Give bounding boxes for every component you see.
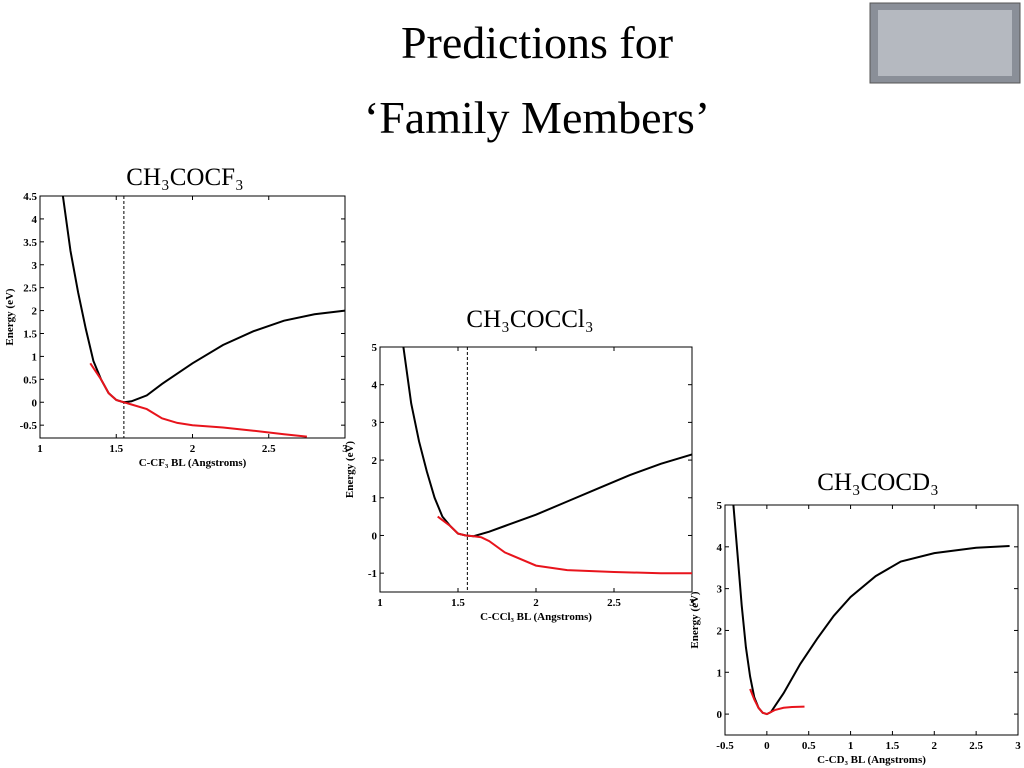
data-line: [437, 515, 692, 575]
slide-title: Predictions for: [401, 17, 673, 68]
x-tick-label: 2.5: [262, 443, 276, 455]
x-axis-label: C-CD₃ BL (Angstroms): [817, 754, 926, 766]
y-axis-label: Energy (eV): [689, 591, 701, 648]
x-tick-label: 2.5: [969, 740, 983, 752]
y-tick-label: 2.5: [23, 283, 37, 295]
x-axis-label: C-CF₃ BL (Angstroms): [139, 457, 247, 469]
y-tick-label: 0: [717, 709, 723, 721]
x-tick-label: 1.5: [451, 597, 465, 609]
y-tick-label: 4: [717, 542, 723, 554]
logo: [869, 2, 1021, 84]
y-tick-label: 2: [32, 306, 38, 318]
y-axis-label: Energy (eV): [344, 441, 356, 498]
y-axis-label: Energy (eV): [4, 288, 16, 345]
y-tick-label: 3: [372, 417, 378, 429]
x-tick-label: 1.5: [886, 740, 900, 752]
y-tick-label: 5: [372, 342, 378, 354]
y-tick-label: 1: [717, 667, 723, 679]
y-tick-label: -1: [368, 568, 377, 580]
data-line: [61, 195, 346, 404]
x-axis-label: C-CCl₃ BL (Angstroms): [480, 611, 592, 623]
y-tick-label: 1.5: [23, 329, 37, 341]
chart-title: CH₃COCF₃: [126, 164, 243, 191]
x-tick-label: 1: [377, 597, 383, 609]
x-tick-label: 0: [764, 740, 770, 752]
x-tick-label: 1: [37, 443, 43, 455]
x-tick-label: 2: [932, 740, 938, 752]
y-tick-label: 4: [32, 214, 38, 226]
y-tick-label: 3.5: [23, 237, 37, 249]
x-tick-label: -0.5: [716, 740, 734, 752]
y-tick-label: 0: [372, 530, 378, 542]
y-tick-label: 1: [372, 493, 378, 505]
y-tick-label: 5: [717, 500, 723, 512]
x-tick-label: 3: [689, 597, 695, 609]
x-tick-label: 2: [190, 443, 196, 455]
slide-title: ‘Family Members’: [364, 92, 710, 143]
y-tick-label: 4.5: [23, 191, 37, 203]
chart-title: CH₃COCD₃: [817, 469, 939, 496]
y-tick-label: -0.5: [20, 420, 38, 432]
y-tick-label: 3: [32, 260, 38, 272]
x-tick-label: 1: [848, 740, 854, 752]
x-tick-label: 2: [533, 597, 539, 609]
x-tick-label: 0.5: [802, 740, 816, 752]
data-line: [749, 688, 805, 716]
chart-title: CH₃COCCl₃: [466, 306, 593, 333]
x-tick-label: 3: [1015, 740, 1021, 752]
y-tick-label: 0.5: [23, 374, 37, 386]
y-tick-label: 3: [717, 584, 723, 596]
y-tick-label: 2: [717, 625, 723, 637]
y-tick-label: 1: [32, 351, 38, 363]
plot-frame: [724, 504, 1019, 736]
x-tick-label: 3: [342, 443, 348, 455]
data-line: [732, 504, 1010, 716]
x-tick-label: 2.5: [607, 597, 621, 609]
data-line: [89, 362, 307, 438]
x-tick-label: 1.5: [109, 443, 123, 455]
y-tick-label: 2: [372, 455, 378, 467]
y-tick-label: 0: [32, 397, 38, 409]
y-tick-label: 4: [372, 380, 378, 392]
